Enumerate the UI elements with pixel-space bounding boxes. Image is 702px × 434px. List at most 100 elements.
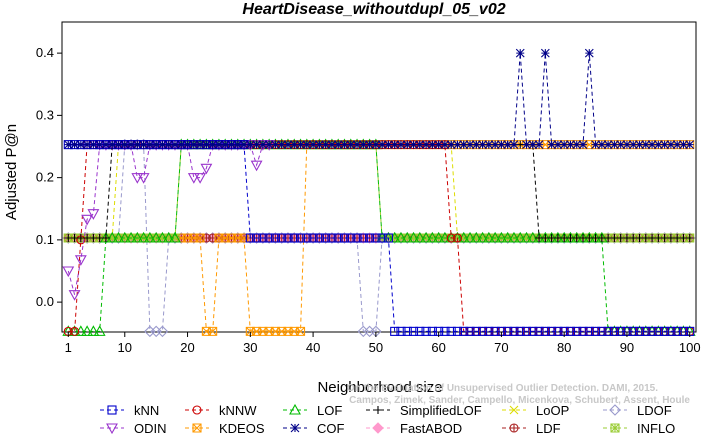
plot-frame: [61, 21, 697, 333]
point-kNNW: [446, 233, 456, 243]
point-COF: [465, 140, 475, 150]
point-kNN: [427, 326, 437, 336]
point-kNN: [396, 326, 406, 336]
point-KDEOS: [195, 233, 205, 243]
x-tick-label: 40: [306, 340, 320, 355]
y-tick-label: 0.1: [36, 232, 54, 247]
point-COF: [471, 140, 481, 150]
point-COF: [95, 140, 105, 150]
point-KDEOS: [295, 326, 306, 336]
point-COF: [227, 140, 236, 150]
legend-label-COF: COF: [317, 421, 345, 434]
point-kNN: [327, 233, 337, 243]
point-kNN: [264, 233, 274, 243]
point-LOF: [420, 231, 433, 243]
point-COF: [371, 140, 381, 150]
point-COF: [189, 140, 199, 150]
point-kNN: [377, 233, 387, 243]
point-COF: [459, 140, 469, 150]
point-COF: [597, 140, 607, 150]
point-COF: [503, 140, 513, 150]
point-COF: [151, 140, 161, 150]
x-tick-label: 1: [65, 340, 72, 355]
legend-item-kNNW: kNNW: [185, 403, 257, 418]
point-COF: [352, 140, 362, 150]
point-COF: [333, 140, 343, 150]
x-tick-label: 20: [180, 340, 194, 355]
point-COF: [70, 140, 79, 150]
point-COF: [63, 140, 73, 150]
point-COF: [233, 140, 243, 150]
point-LOF: [81, 325, 94, 336]
point-LOF: [118, 231, 131, 243]
point-COF: [685, 140, 695, 150]
point-kNN: [490, 326, 500, 336]
point-COF: [553, 140, 563, 150]
point-COF: [158, 140, 167, 150]
point-COF: [314, 140, 324, 150]
point-kNN: [358, 233, 368, 243]
x-tick-label: 100: [679, 340, 701, 355]
point-COF: [679, 140, 688, 150]
point-LOF: [514, 231, 527, 243]
point-SimplifiedLOF: [685, 234, 694, 243]
point-COF: [107, 140, 117, 150]
point-kNN: [440, 326, 450, 336]
point-COF: [346, 140, 356, 150]
point-COF: [164, 140, 174, 150]
point-ODIN: [68, 290, 81, 301]
point-COF: [214, 140, 224, 150]
point-LOF: [432, 231, 445, 243]
point-COF: [340, 140, 349, 150]
point-COF: [220, 140, 230, 150]
point-ODIN: [194, 173, 207, 184]
point-kNN: [484, 326, 494, 336]
point-COF: [522, 140, 531, 150]
point-COF: [402, 140, 412, 150]
point-kNN: [465, 326, 475, 336]
legend-label-FastABOD: FastABOD: [400, 421, 462, 434]
point-COF: [653, 140, 663, 150]
point-kNN: [672, 326, 682, 336]
point-kNN: [446, 326, 456, 336]
point-COF: [82, 140, 92, 150]
legend-marker-SimplifiedLOF: [374, 406, 382, 414]
legend-label-LDOF: LDOF: [637, 403, 672, 418]
point-kNN: [452, 326, 463, 336]
legend-label-LOF: LOF: [317, 403, 342, 418]
x-tick-label: 80: [557, 340, 571, 355]
x-tick-label: 90: [620, 340, 634, 355]
point-COF: [76, 140, 86, 150]
point-COF: [591, 140, 600, 150]
x-axis-label: Neighborhood size: [317, 379, 442, 396]
legend-label-KDEOS: KDEOS: [219, 421, 265, 434]
point-kNN: [628, 326, 638, 336]
tick-layer: 1 10 20 30 40 50 60 70 80 90 100 0.0 0.1 0.2 0.3 0.4: [36, 45, 701, 355]
point-kNN: [653, 326, 663, 336]
point-COF: [484, 140, 494, 150]
point-kNN: [515, 326, 525, 336]
point-COF: [365, 140, 374, 150]
point-COF: [584, 48, 594, 58]
point-COF: [647, 140, 657, 150]
point-LOF: [482, 231, 495, 243]
point-kNN: [270, 233, 280, 243]
point-kNN: [346, 233, 356, 243]
point-COF: [377, 140, 387, 150]
point-KDEOS: [208, 326, 218, 336]
point-kNN: [333, 233, 343, 243]
point-COF: [358, 140, 368, 150]
legend-marker-KDEOS: [192, 423, 202, 433]
legend-item-LOF: LOF: [283, 403, 342, 418]
point-COF: [421, 140, 431, 150]
legend-item-KDEOS: KDEOS: [185, 421, 265, 434]
point-kNN: [415, 326, 425, 336]
point-COF: [296, 140, 305, 150]
point-kNN: [314, 233, 324, 243]
point-LOF: [162, 231, 175, 243]
point-COF: [622, 140, 632, 150]
point-COF: [566, 140, 575, 150]
point-COF: [239, 140, 249, 150]
legend-marker-LoOP: [509, 405, 519, 415]
point-kNN: [572, 326, 582, 336]
